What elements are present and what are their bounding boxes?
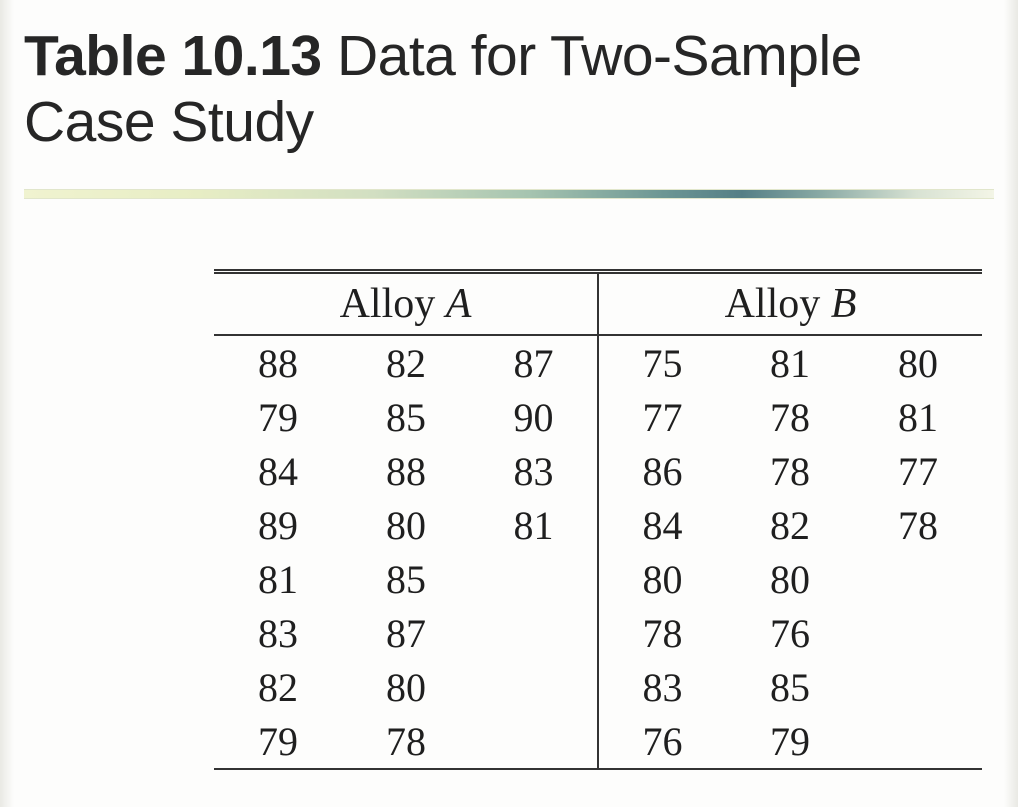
cell-a: 80 [342,498,470,552]
cell-b: 76 [726,606,854,660]
table-row: 8185 8080 [214,552,982,606]
cell-b: 82 [726,498,854,552]
table-body: 8882877581807985907778818488838678778980… [214,335,982,769]
table-row: 8280 8385 [214,660,982,714]
data-table: Alloy A Alloy B 888287758180798590777881… [214,269,982,770]
cell-a: 87 [342,606,470,660]
cell-b: 78 [854,498,982,552]
cell-b: 80 [726,552,854,606]
cell-b: 75 [598,335,726,390]
table-row: 888287758180 [214,335,982,390]
header-prefix-b: Alloy [725,281,831,327]
cell-b: 83 [598,660,726,714]
column-group-header-b: Alloy B [598,272,982,336]
cell-b: 79 [726,714,854,769]
cell-b: 81 [854,390,982,444]
table-row: 848883867877 [214,444,982,498]
cell-a: 87 [470,335,598,390]
header-name-b: B [831,281,857,327]
table-row: 79787679 [214,714,982,769]
cell-a: 79 [214,714,342,769]
page: Table 10.13 Data for Two-Sample Case Stu… [0,0,1018,807]
cell-a: 89 [214,498,342,552]
cell-a: 88 [342,444,470,498]
column-group-header-a: Alloy A [214,272,598,336]
cell-a [470,552,598,606]
cell-b: 78 [726,390,854,444]
cell-b: 80 [598,552,726,606]
cell-a [470,714,598,769]
cell-b: 85 [726,660,854,714]
cell-a: 85 [342,552,470,606]
cell-b: 78 [726,444,854,498]
cell-a: 85 [342,390,470,444]
cell-b: 84 [598,498,726,552]
cell-b: 80 [854,335,982,390]
section-divider [24,189,994,199]
header-name-a: A [446,281,472,327]
header-prefix-a: Alloy [340,281,446,327]
cell-b [854,606,982,660]
cell-b: 78 [598,606,726,660]
cell-a: 80 [342,660,470,714]
cell-b: 77 [598,390,726,444]
table-caption: Table 10.13 Data for Two-Sample Case Stu… [24,24,994,155]
cell-a: 82 [342,335,470,390]
cell-a: 81 [214,552,342,606]
cell-a: 79 [214,390,342,444]
table-row: 798590777881 [214,390,982,444]
table-row: 8387 7876 [214,606,982,660]
cell-a [470,606,598,660]
cell-a: 83 [214,606,342,660]
cell-a: 82 [214,660,342,714]
cell-b [854,714,982,769]
cell-a: 84 [214,444,342,498]
cell-a: 81 [470,498,598,552]
cell-a [470,660,598,714]
table-row: 898081848278 [214,498,982,552]
table-container: Alloy A Alloy B 888287758180798590777881… [24,269,994,770]
table-number: Table 10.13 [24,24,322,88]
cell-b: 77 [854,444,982,498]
cell-a: 88 [214,335,342,390]
cell-b [854,660,982,714]
cell-b: 86 [598,444,726,498]
cell-b [854,552,982,606]
cell-a: 90 [470,390,598,444]
cell-a: 78 [342,714,470,769]
cell-b: 81 [726,335,854,390]
table-header-row: Alloy A Alloy B [214,272,982,336]
cell-a: 83 [470,444,598,498]
cell-b: 76 [598,714,726,769]
